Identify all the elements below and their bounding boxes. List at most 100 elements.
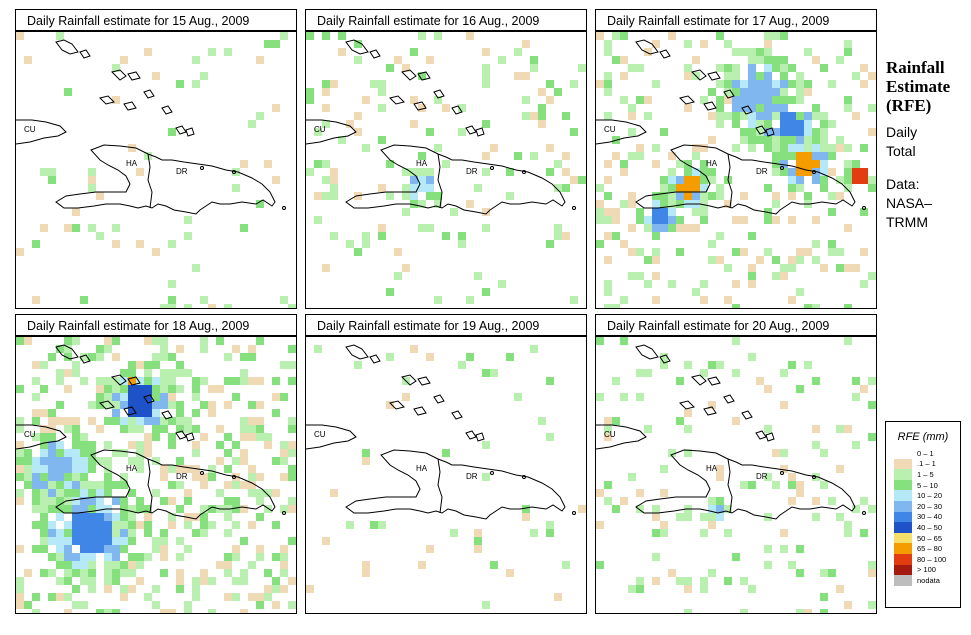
rain-pixel [764, 72, 772, 80]
rain-pixel [482, 80, 490, 88]
rain-pixel [692, 184, 700, 192]
island-coastline [703, 101, 717, 111]
rain-pixel [748, 136, 756, 144]
rain-pixel [354, 40, 362, 48]
rain-pixel [716, 232, 724, 240]
rain-pixel [40, 465, 48, 473]
panel-title: Daily Rainfall estimate for 15 Aug., 200… [15, 9, 297, 31]
rain-pixel [96, 505, 104, 513]
rain-pixel [724, 64, 732, 72]
rain-pixel [868, 561, 876, 569]
rain-pixel [804, 112, 812, 120]
rain-pixel [700, 168, 708, 176]
rain-pixel [660, 361, 668, 369]
rain-pixel [772, 256, 780, 264]
rain-pixel [844, 425, 852, 433]
rain-pixel [200, 377, 208, 385]
rain-pixel [700, 160, 708, 168]
country-label-ha: HA [126, 464, 138, 473]
rain-pixel [80, 353, 88, 361]
rain-pixel [112, 409, 120, 417]
rain-pixel [772, 449, 780, 457]
small-island [200, 471, 204, 475]
rain-pixel [716, 497, 724, 505]
map-title-line1: Rainfall [886, 58, 945, 77]
rain-pixel [32, 433, 40, 441]
rain-pixel [24, 601, 32, 609]
rain-pixel [112, 240, 120, 248]
rain-pixel [104, 417, 112, 425]
island-coastline [707, 376, 721, 386]
rain-pixel [812, 513, 820, 521]
rain-pixel [80, 553, 88, 561]
rain-pixel [136, 561, 144, 569]
island-coastline [635, 344, 659, 360]
rain-pixel [836, 425, 844, 433]
rain-pixel [780, 152, 788, 160]
rain-pixel [434, 32, 442, 40]
rain-pixel [732, 112, 740, 120]
rain-pixel [836, 248, 844, 256]
rain-pixel [868, 377, 876, 385]
rain-pixel [32, 465, 40, 473]
rain-pixel [120, 481, 128, 489]
rain-pixel [570, 296, 578, 304]
rain-pixel [828, 569, 836, 577]
rain-pixel [232, 545, 240, 553]
rain-pixel [16, 465, 24, 473]
rain-pixel [860, 208, 868, 216]
rain-pixel [96, 377, 104, 385]
rain-pixel [112, 577, 120, 585]
rain-pixel [684, 64, 692, 72]
island-coastline [175, 430, 187, 440]
rain-pixel [474, 545, 482, 553]
rain-pixel [692, 56, 700, 64]
rain-pixel [780, 128, 788, 136]
legend-item: > 100 [894, 564, 960, 576]
rain-pixel [184, 417, 192, 425]
rain-pixel [386, 160, 394, 168]
rain-pixel [208, 304, 216, 308]
small-island [572, 511, 576, 515]
rain-pixel [176, 585, 184, 593]
rain-pixel [852, 505, 860, 513]
rain-pixel [466, 200, 474, 208]
rain-pixel [80, 601, 88, 609]
rain-pixel [684, 224, 692, 232]
rain-pixel [32, 361, 40, 369]
rain-pixel [240, 505, 248, 513]
rain-pixel [40, 224, 48, 232]
rain-pixel [604, 40, 612, 48]
rain-pixel [232, 345, 240, 353]
rain-pixel [482, 601, 490, 609]
rain-pixel [64, 569, 72, 577]
cuba-coastline [16, 119, 67, 145]
rain-pixel [48, 529, 56, 537]
rain-pixel [636, 216, 644, 224]
rain-pixel [96, 529, 104, 537]
rain-pixel [64, 473, 72, 481]
rain-pixel [482, 224, 490, 232]
rain-pixel [578, 176, 586, 184]
rain-pixel [112, 64, 120, 72]
legend-item: 30 – 40 [894, 511, 960, 523]
rain-pixel [184, 425, 192, 433]
country-label-ha: HA [706, 159, 718, 168]
rain-pixel [160, 537, 168, 545]
rain-pixel [418, 168, 426, 176]
island-coastline [143, 89, 155, 99]
rain-pixel [828, 152, 836, 160]
rain-pixel [386, 401, 394, 409]
legend-swatch [894, 469, 912, 480]
rain-pixel [820, 449, 828, 457]
rain-pixel [378, 104, 386, 112]
rain-pixel [144, 361, 152, 369]
rain-pixel [216, 337, 224, 345]
rain-pixel [620, 168, 628, 176]
rain-pixel [96, 393, 104, 401]
island-coastline [451, 410, 463, 420]
rain-pixel [796, 288, 804, 296]
rain-pixel [168, 441, 176, 449]
rain-pixel [708, 521, 716, 529]
